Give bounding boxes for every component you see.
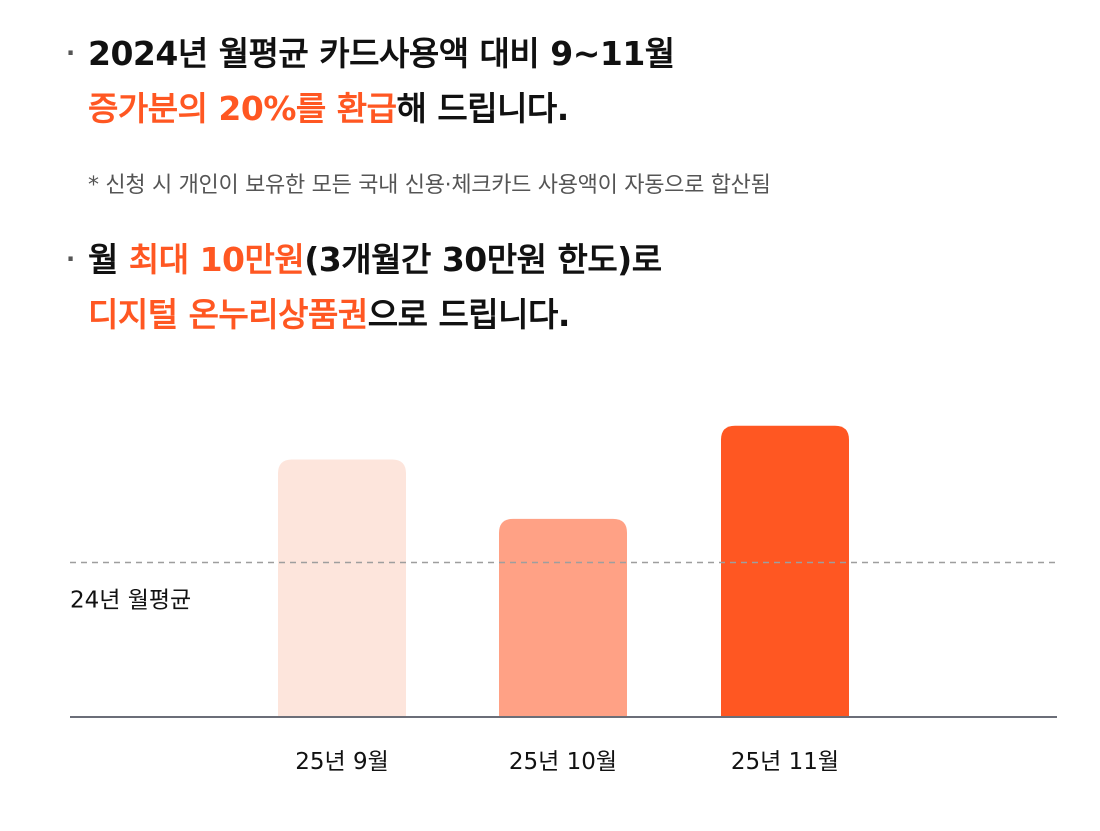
refund-headline-line-1: · 2024년 월평균 카드사용액 대비 9~11월 — [66, 34, 1066, 73]
benefit-section-refund: · 2024년 월평균 카드사용액 대비 9~11월 증가분의 20%를 환급해 … — [66, 34, 1066, 128]
voucher-headline-line-1: · 월 최대 10만원(3개월간 30만원 한도)로 — [66, 240, 1066, 279]
bullet-dot: · — [66, 245, 75, 273]
refund-headline-text: 2024년 월평균 카드사용액 대비 9~11월 — [88, 34, 675, 73]
bar-3 — [721, 425, 849, 717]
voucher-max-highlight: 최대 10만원 — [128, 240, 305, 279]
monthly-usage-bar-chart: 24년 월평균 25년 9월 25년 10월 25년 11월 — [70, 425, 1057, 775]
x-tick-label-3: 25년 11월 — [731, 749, 839, 775]
refund-headline-line-2: 증가분의 20%를 환급해 드립니다. — [66, 90, 1066, 128]
voucher-headline-suffix: 으로 드립니다. — [367, 295, 571, 334]
x-tick-label-2: 25년 10월 — [509, 749, 617, 775]
bar-2 — [499, 518, 627, 717]
refund-highlight: 증가분의 20%를 환급 — [88, 89, 397, 128]
card-usage-note: * 신청 시 개인이 보유한 모든 국내 신용·체크카드 사용액이 자동으로 합… — [88, 173, 771, 198]
x-tick-label-1: 25년 9월 — [295, 749, 389, 775]
voucher-headline-line-2: 디지털 온누리상품권으로 드립니다. — [66, 296, 1066, 334]
baseline-average-label: 24년 월평균 — [70, 587, 191, 613]
refund-headline-suffix: 해 드립니다. — [396, 89, 570, 128]
bar-1 — [278, 459, 406, 717]
voucher-type-highlight: 디지털 온누리상품권 — [88, 295, 368, 334]
x-axis-tick-labels: 25년 9월 25년 10월 25년 11월 — [295, 749, 839, 775]
benefit-section-voucher: · 월 최대 10만원(3개월간 30만원 한도)로 디지털 온누리상품권으로 드… — [66, 240, 1066, 334]
bullet-dot: · — [66, 39, 75, 67]
bar-group — [278, 425, 849, 717]
voucher-headline-prefix: 월 — [88, 240, 129, 279]
voucher-limit-text: (3개월간 30만원 한도)로 — [304, 240, 662, 279]
